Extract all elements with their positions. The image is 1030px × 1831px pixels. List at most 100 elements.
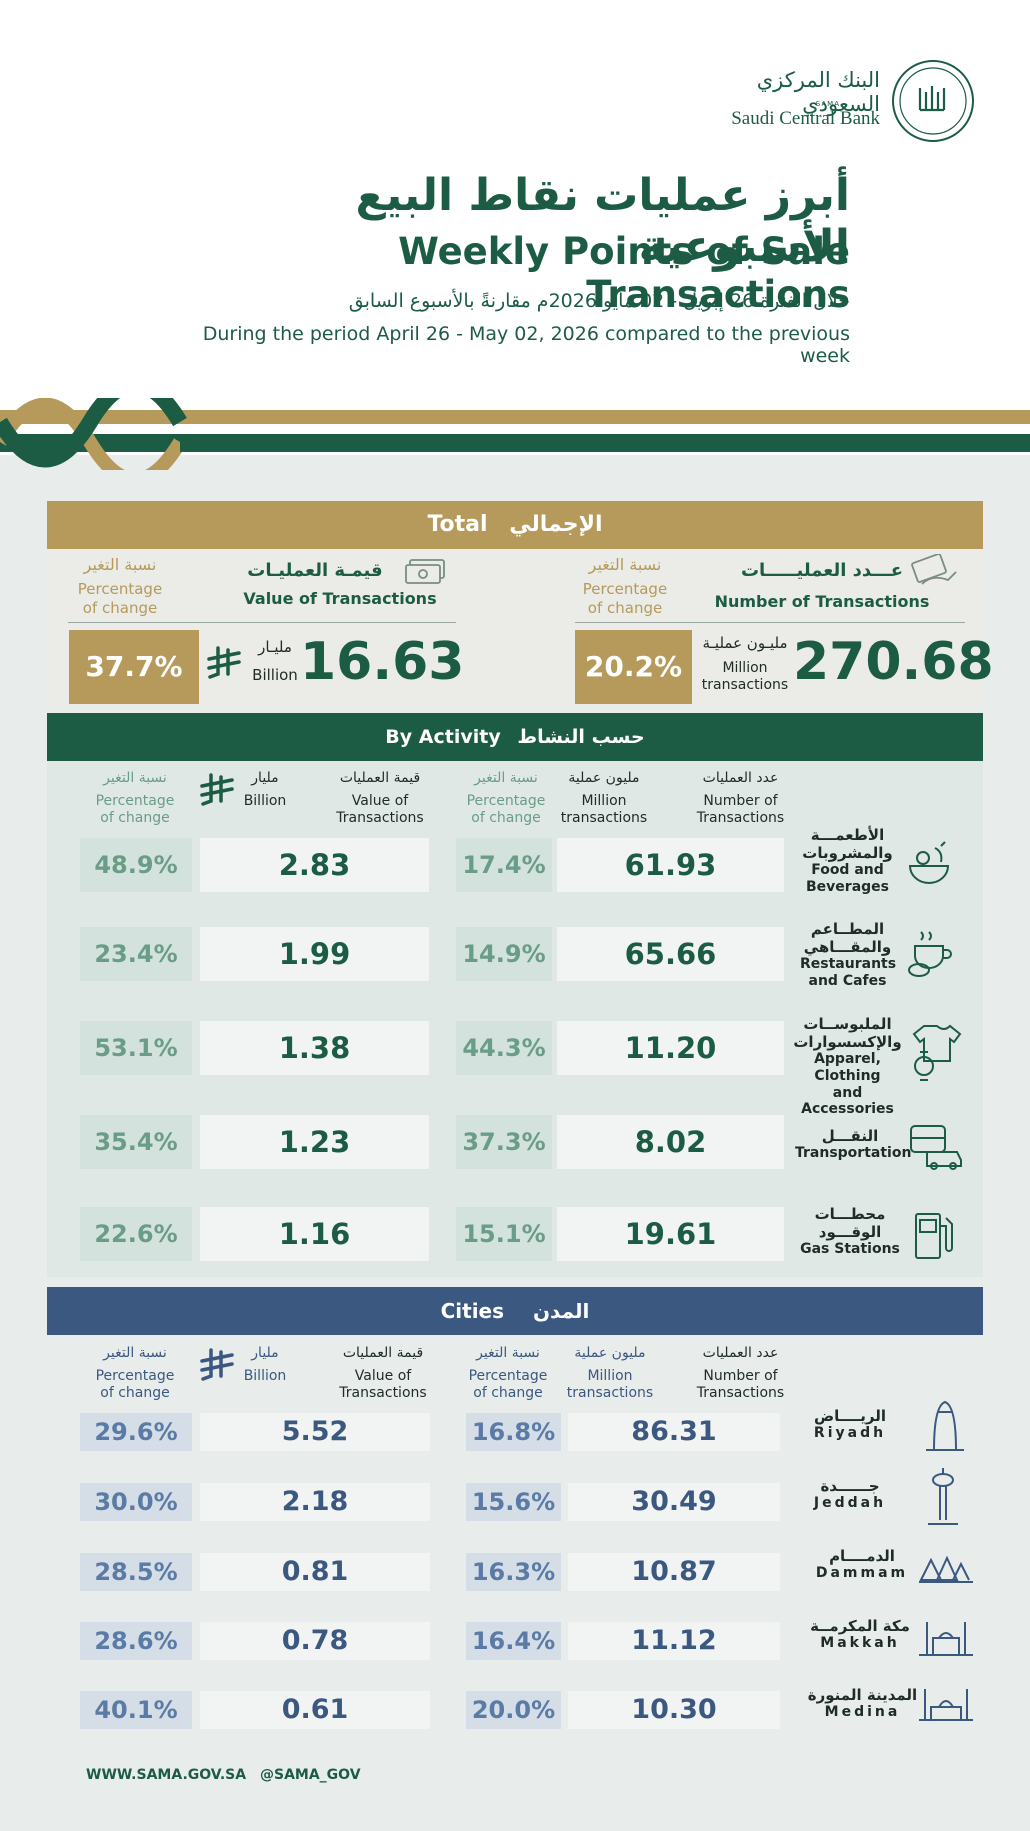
footer-social-handle[interactable]: @SAMA_GOV [260,1767,361,1783]
activity-hdr-bil-en: Billion [243,793,287,809]
city-val-change: 28.6% [80,1622,192,1660]
activity-hdr-num-ar: عدد العمليات [702,770,779,786]
activity-num-change: 14.9% [456,927,552,981]
medina-mosque-icon [919,1689,973,1721]
logo-sama-label: SAMA [815,100,840,108]
city-num-value: 11.12 [568,1622,780,1660]
total-bar-english: Total [427,512,488,537]
total-number-unit-ar: مليـون عمليـة [702,634,788,652]
city-num-value: 10.87 [568,1553,780,1591]
kingdom-tower-icon [926,1400,964,1451]
total-value-divider [68,622,456,623]
total-number-pct-en2: of change [587,599,663,617]
total-number-pct-ar: نسبة التغير [588,555,662,574]
activity-hdr-pct2-ar: نسبة التغير [103,770,167,786]
total-number-change: 20.2% [575,630,692,704]
activity-label-ar1: الأطعمـــة [810,826,885,844]
total-value-pct-en2: of change [82,599,158,617]
activity-label-en2: and Accessories [801,1084,894,1118]
city-num-change: 15.6% [466,1483,561,1521]
activity-hdr-unit-en2: transactions [560,810,648,826]
total-number-label-ar: عـــدد العمليـــــات [740,560,904,581]
total-panel [47,549,983,705]
logo-english-name: Saudi Central Bank [731,108,880,129]
activity-hdr-val-en1: Value of [351,793,409,809]
activity-label-ar2: والمشروبات [802,844,893,862]
cities-hdr-val-en2: Transactions [339,1385,427,1401]
city-val-value: 0.61 [200,1691,430,1729]
cities-hdr-unit-en1: Million [587,1368,633,1384]
city-val-value: 2.18 [200,1483,430,1521]
cities-hdr-val-en1: Value of [354,1368,412,1384]
subtitle-english: During the period April 26 - May 02, 202… [202,323,850,367]
activity-val-value: 1.99 [200,927,429,981]
city-row-label: الريــــاض Riyadh [805,1407,895,1442]
activity-val-change: 53.1% [80,1021,192,1075]
city-label-en: Makkah [820,1635,900,1651]
total-value-label-en: Value of Transactions [243,589,437,608]
activity-num-change: 37.3% [456,1115,552,1169]
city-num-change: 16.4% [466,1622,561,1660]
cities-hdr-pct2-en1: Percentage [95,1368,175,1384]
city-num-value: 10.30 [568,1691,780,1729]
activity-bar-arabic: حسب النشاط [517,726,645,748]
cities-hdr-num-en1: Number of [703,1368,778,1384]
cities-hdr-unit-en2: transactions [566,1385,654,1401]
activity-label-en1: Apparel, Clothing [814,1051,881,1084]
activity-row-label: الملبوســات والإكسسوارات Apparel, Clothi… [790,1015,905,1118]
cities-panel [47,1335,983,1759]
cities-hdr-bil-ar: مليار [251,1345,279,1361]
activity-hdr-bil-ar: مليار [251,770,279,786]
city-num-change: 20.0% [466,1691,561,1729]
city-num-value: 86.31 [568,1413,780,1451]
activity-riyal-icon [200,773,234,806]
coffee-cup-icon [908,931,952,977]
activity-num-change: 15.1% [456,1207,552,1261]
activity-label-ar2: والإكسسوارات [793,1033,902,1051]
cities-hdr-num-en2: Transactions [696,1385,785,1401]
cities-section-bar: Cities المدن [47,1287,983,1335]
banknote-icon [405,559,445,584]
activity-hdr-pct-en1: Percentage [466,793,546,809]
city-label-en: Medina [824,1704,901,1720]
activity-label-en1: Food and [811,862,884,878]
activity-hdr-num-en2: Transactions [696,810,785,826]
activity-label-en1: Transportation [795,1145,912,1161]
activity-val-value: 1.38 [200,1021,429,1075]
total-number-divider [575,622,965,623]
cities-hdr-pct2-en2: of change [100,1385,170,1401]
city-label-ar: جــــــدة [820,1477,880,1495]
activity-val-change: 35.4% [80,1115,192,1169]
footer-website-link[interactable]: WWW.SAMA.GOV.SA [86,1767,247,1783]
city-val-value: 0.78 [200,1622,430,1660]
city-val-value: 0.81 [200,1553,430,1591]
city-label-en: Dammam [815,1565,909,1581]
cities-hdr-pct-en2: of change [473,1385,543,1401]
cities-bar-arabic: المدن [532,1299,590,1323]
activity-val-change: 22.6% [80,1207,192,1261]
cities-riyal-icon [200,1348,234,1381]
activity-hdr-pct2-en2: of change [100,810,170,826]
page-title-arabic: أبرز عمليات نقاط البيع الأسبوعية [355,170,850,272]
activity-row-label: المطــاعم والمقـــاهي Restaurants and Ca… [800,920,897,990]
activity-num-change: 17.4% [456,838,552,892]
activity-row-label: الأطعمـــة والمشروبات Food and Beverages [800,826,895,896]
total-number-label-en: Number of Transactions [714,592,930,611]
activity-num-value: 65.66 [557,927,784,981]
city-label-ar: مكة المكرمــة [810,1617,910,1635]
activity-val-change: 48.9% [80,838,192,892]
activity-num-value: 11.20 [557,1021,784,1075]
activity-label-en1: Restaurants [800,956,897,972]
total-value-unit-ar: مليـار [258,638,292,656]
city-num-change: 16.8% [466,1413,561,1451]
activity-val-value: 2.83 [200,838,429,892]
total-number-unit-en1: Million [722,660,768,676]
activity-val-change: 23.4% [80,927,192,981]
activity-hdr-num-en1: Number of [703,793,778,809]
city-row-label: الدمــــام Dammam [812,1547,912,1582]
total-section-bar: Total الإجمالي [47,501,983,549]
activity-hdr-val-en2: Transactions [336,810,424,826]
activity-label-ar1: النقـــل [821,1127,879,1145]
logo-arabic-name: البنك المركزي السعودي [756,68,880,116]
activity-hdr-pct-en2: of change [471,810,541,826]
